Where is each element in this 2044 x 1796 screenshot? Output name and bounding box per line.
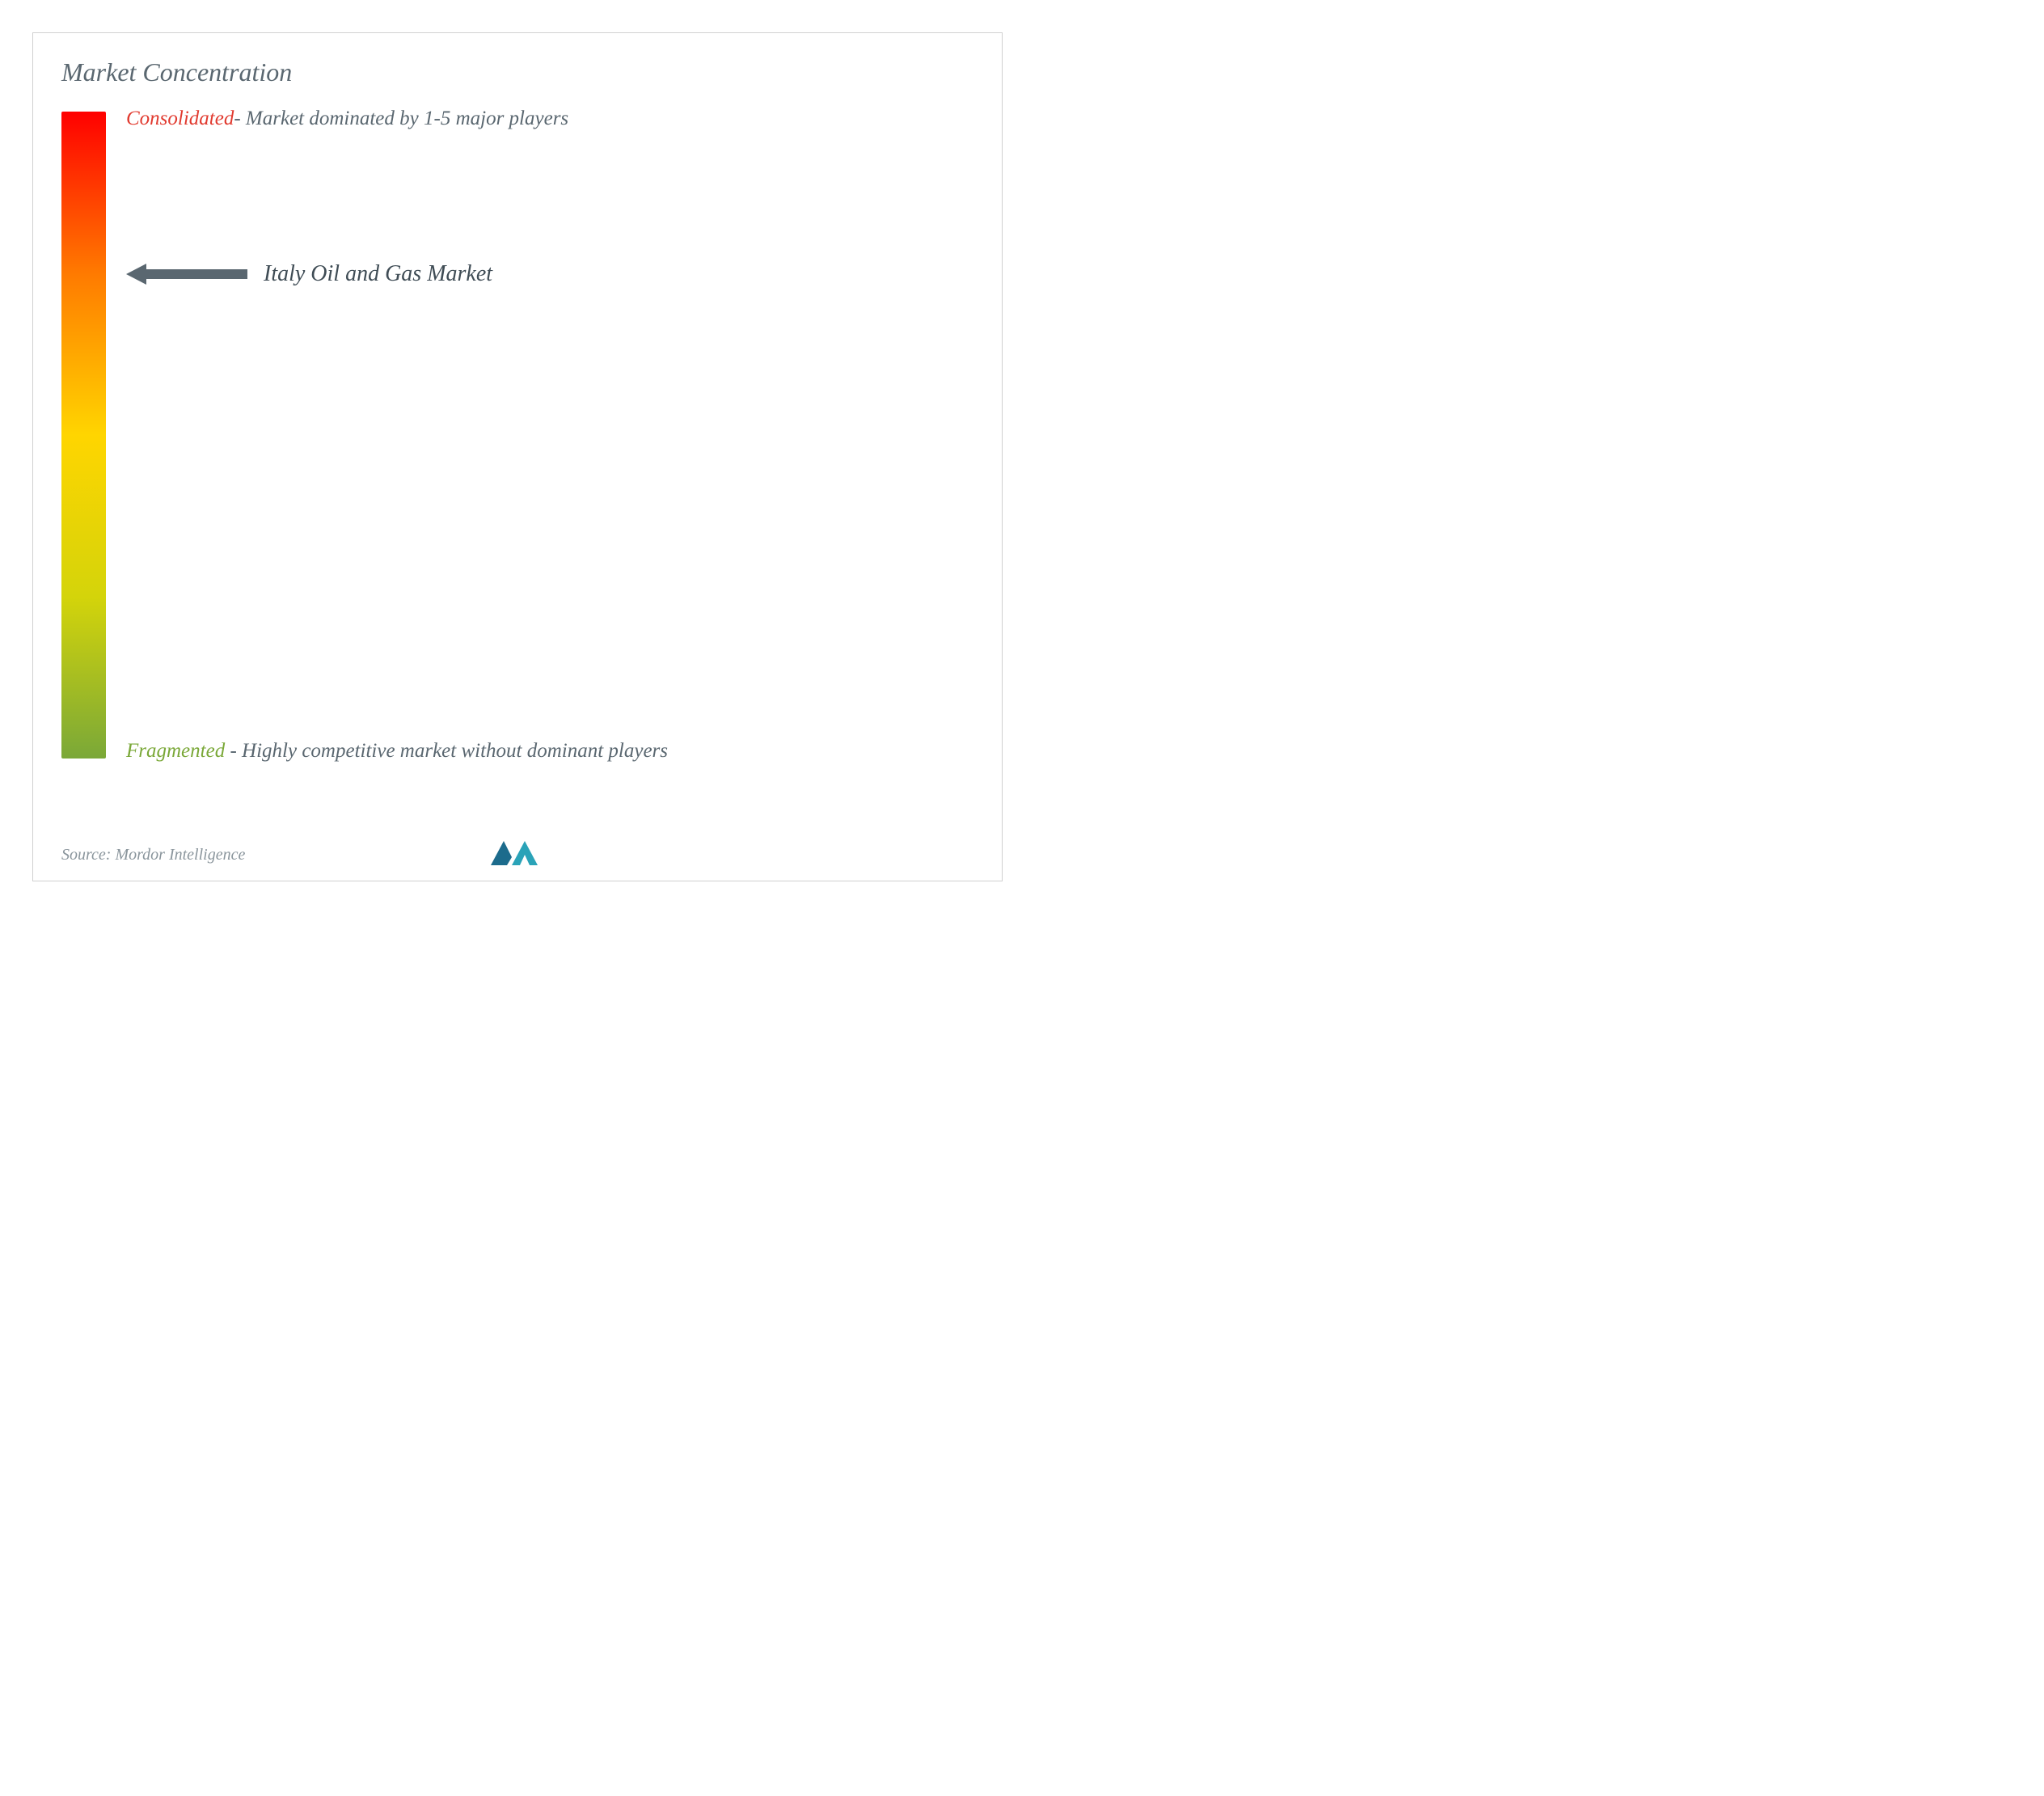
footer: Source: Mordor Intelligence (61, 846, 973, 864)
concentration-gradient-bar (61, 112, 106, 759)
mordor-logo-icon (489, 837, 546, 873)
market-pointer-row: Italy Oil and Gas Market (126, 261, 492, 287)
fragmented-description: - Highly competitive market without domi… (230, 740, 668, 762)
fragmented-label: Fragmented (126, 740, 225, 762)
consolidated-description: - Market dominated by 1-5 major players (234, 108, 568, 130)
consolidated-label: Consolidated (126, 108, 234, 130)
chart-container: Market Concentration Consolidated - Mark… (32, 32, 1003, 881)
source-attribution: Source: Mordor Intelligence (61, 846, 245, 864)
arrow-left-icon (126, 262, 247, 286)
chart-title: Market Concentration (61, 57, 973, 87)
content-area: Consolidated - Market dominated by 1-5 m… (61, 112, 973, 775)
market-name: Italy Oil and Gas Market (264, 261, 492, 287)
labels-column: Consolidated - Market dominated by 1-5 m… (126, 112, 973, 759)
consolidated-row: Consolidated - Market dominated by 1-5 m… (126, 108, 568, 130)
fragmented-row: Fragmented - Highly competitive market w… (126, 740, 668, 763)
